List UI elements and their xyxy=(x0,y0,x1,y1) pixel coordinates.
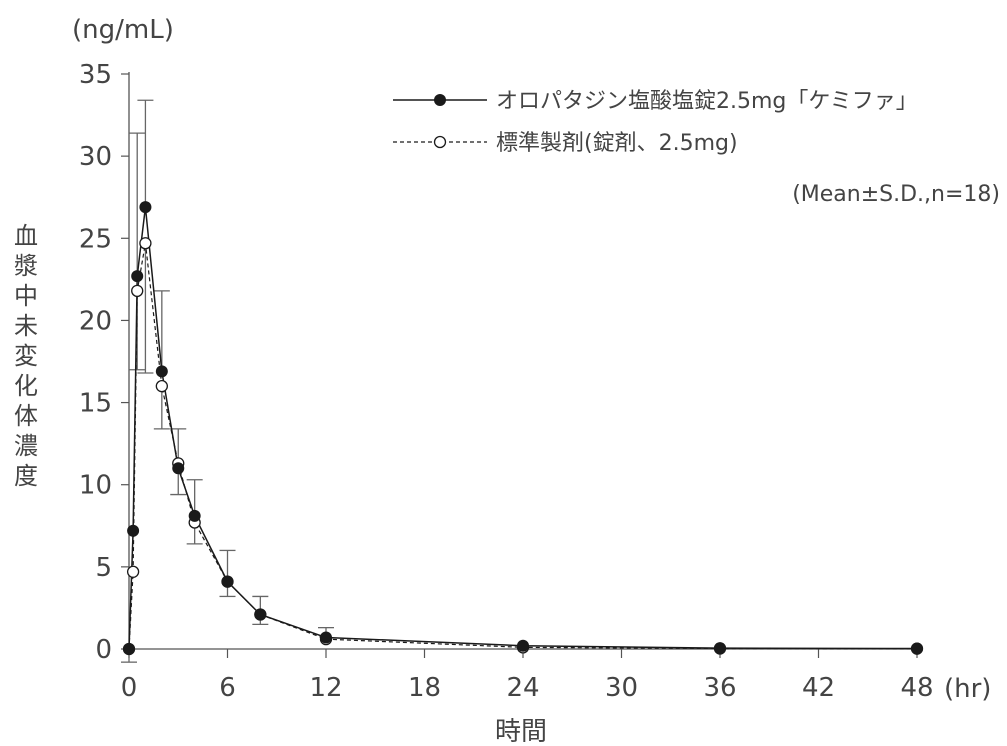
y-title-char: 濃 xyxy=(14,432,38,460)
data-point-test xyxy=(123,643,135,655)
x-tick-label: 12 xyxy=(309,673,342,703)
data-point-test xyxy=(517,639,529,652)
x-unit-label: (hr) xyxy=(944,674,991,704)
x-tick-label: 24 xyxy=(506,673,539,703)
x-axis-title: 時間 xyxy=(495,717,547,746)
y-title-char: 度 xyxy=(14,462,38,490)
y-title-char: 未 xyxy=(14,312,38,340)
data-point-test xyxy=(188,509,201,522)
series-line-test xyxy=(128,206,918,650)
data-point-test xyxy=(221,575,234,588)
data-point-reference xyxy=(126,565,140,578)
x-tick-label: 6 xyxy=(219,673,236,703)
x-tick-label: 0 xyxy=(121,673,138,703)
x-tick-label: 36 xyxy=(703,673,736,703)
data-point-test xyxy=(714,642,726,655)
data-point-test xyxy=(127,524,140,537)
tick-labels: 0 5 10 15 20 25 30 35 0 6 12 18 24 30 36 42 48 xyxy=(79,60,934,703)
x-tick-label: 48 xyxy=(900,673,933,703)
data-point-test xyxy=(172,462,185,475)
data-point-test xyxy=(155,365,168,378)
x-tick-label: 18 xyxy=(408,673,441,703)
series-lines xyxy=(128,206,918,650)
y-tick-label: 5 xyxy=(95,553,112,583)
y-tick-label: 10 xyxy=(79,471,112,501)
series-line-reference xyxy=(128,243,918,650)
y-tick-label: 25 xyxy=(79,224,112,254)
legend-entry-reference: 標準製剤(錠剤、2.5mg) xyxy=(393,131,738,156)
y-title-char: 漿 xyxy=(14,252,38,280)
y-tick-label: 35 xyxy=(79,60,112,90)
x-tick-label: 42 xyxy=(802,673,835,703)
y-tick-label: 0 xyxy=(95,635,112,665)
y-title-char: 体 xyxy=(14,402,38,430)
y-title-char: 変 xyxy=(14,342,38,370)
y-axis-title: 血漿中未変化体濃度 xyxy=(14,222,38,490)
x-tick-label: 30 xyxy=(605,673,638,703)
legend-label-reference: 標準製剤(錠剤、2.5mg) xyxy=(496,131,738,156)
legend-entry-test: オロパタジン塩酸塩錠2.5mg「ケミファ」 xyxy=(393,89,918,114)
y-tick-label: 20 xyxy=(79,306,112,336)
data-point-test xyxy=(320,631,332,644)
y-tick-label: 30 xyxy=(79,142,112,172)
error-bars xyxy=(121,99,334,663)
legend-marker-filled xyxy=(434,94,446,106)
y-title-char: 中 xyxy=(14,282,38,310)
data-point-test xyxy=(254,608,267,621)
data-point-reference xyxy=(139,237,152,250)
data-point-test xyxy=(139,201,152,214)
data-points xyxy=(122,201,924,656)
y-title-char: 血 xyxy=(14,222,38,250)
y-tick-label: 15 xyxy=(79,389,112,419)
legend-label-test: オロパタジン塩酸塩錠2.5mg「ケミファ」 xyxy=(496,89,918,114)
y-unit-label: (ng/mL) xyxy=(72,15,174,45)
data-point-reference xyxy=(155,379,168,393)
legend-marker-open xyxy=(433,135,447,149)
data-point-test xyxy=(131,270,144,283)
data-point-test xyxy=(911,642,923,655)
stats-annotation: (Mean±S.D.,n=18) xyxy=(792,182,1000,207)
legend: オロパタジン塩酸塩錠2.5mg「ケミファ」 標準製剤(錠剤、2.5mg) (Me… xyxy=(393,89,1000,207)
axes xyxy=(121,72,918,658)
data-point-reference xyxy=(131,284,144,298)
y-title-char: 化 xyxy=(14,372,38,400)
